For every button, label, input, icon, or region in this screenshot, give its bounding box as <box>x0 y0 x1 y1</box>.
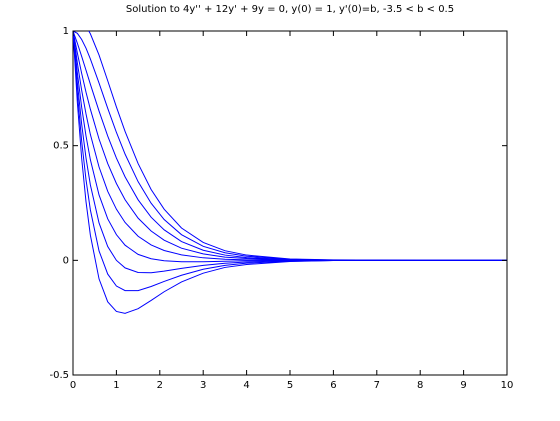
x-tick-label: 10 <box>501 380 514 391</box>
x-tick-label: 0 <box>70 380 76 391</box>
x-tick-label: 6 <box>330 380 336 391</box>
line-series <box>73 31 507 314</box>
chart-title: Solution to 4y'' + 12y' + 9y = 0, y(0) =… <box>126 4 454 15</box>
x-tick-label: 8 <box>417 380 423 391</box>
x-tick-label: 5 <box>287 380 293 391</box>
x-tick-label: 3 <box>200 380 206 391</box>
line-series <box>73 31 507 261</box>
x-tick-label: 7 <box>374 380 380 391</box>
x-tick-label: 4 <box>243 380 249 391</box>
line-series <box>73 31 507 261</box>
y-tick-label: 0.5 <box>53 141 69 152</box>
y-tick-label: 1 <box>63 26 69 37</box>
x-tick-label: 2 <box>157 380 163 391</box>
line-series <box>73 31 507 261</box>
line-series <box>73 31 507 261</box>
y-tick-label: -0.5 <box>49 370 69 381</box>
plot-area <box>73 31 507 314</box>
line-series <box>73 31 507 292</box>
line-series <box>73 31 507 261</box>
y-tick-label: 0 <box>63 255 69 266</box>
x-tick-label: 1 <box>113 380 119 391</box>
line-series <box>73 31 507 263</box>
axes-box <box>72 30 508 376</box>
x-tick-label: 9 <box>460 380 466 391</box>
